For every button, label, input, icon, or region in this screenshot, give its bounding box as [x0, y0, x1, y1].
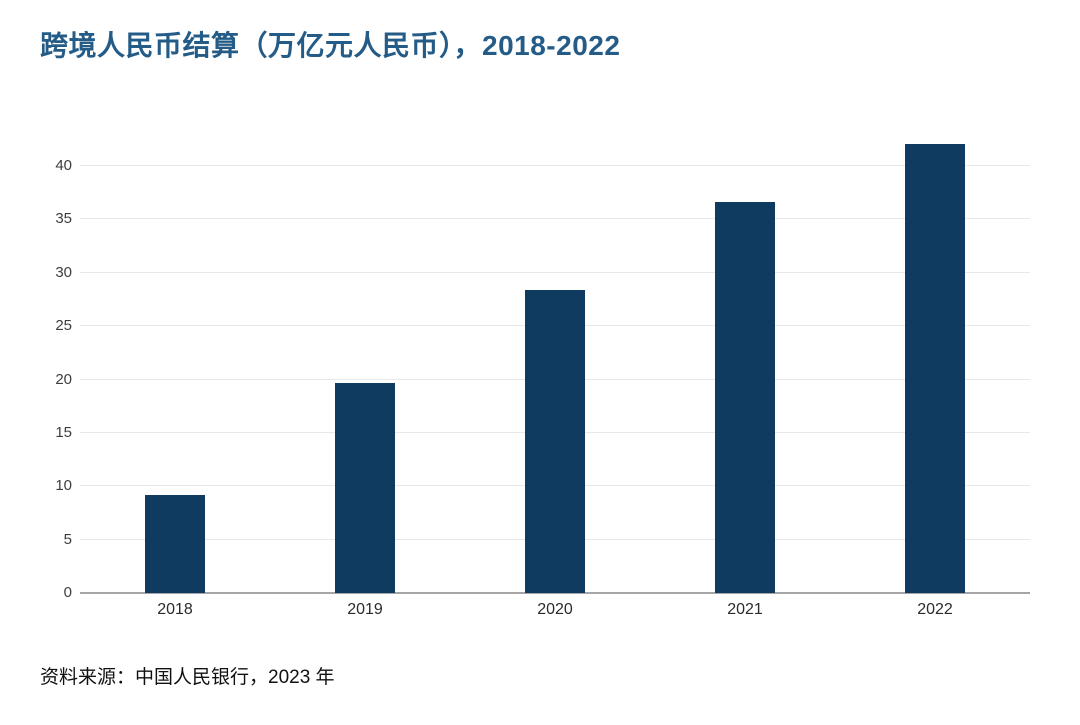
x-tick-label-2020: 2020 [537, 601, 573, 618]
y-tick-label-25: 25 [55, 317, 72, 335]
x-tick-label-2022: 2022 [917, 601, 953, 618]
y-tick-label-10: 10 [55, 477, 72, 495]
bar-2018 [145, 494, 205, 593]
y-tick-label-15: 15 [55, 423, 72, 441]
y-tick-label-20: 20 [55, 370, 72, 388]
y-tick-label-35: 35 [55, 210, 72, 228]
x-tick-label-2019: 2019 [347, 601, 383, 618]
y-tick-label-5: 5 [63, 530, 72, 548]
bar-2022 [905, 143, 965, 593]
y-axis: 0 5 10 15 20 25 30 35 40 [28, 157, 72, 601]
plot-area: 2018 2019 2020 2021 2022 [80, 143, 1030, 618]
y-tick-label-30: 30 [55, 263, 72, 281]
y-tick-label-40: 40 [55, 157, 72, 174]
x-tick-label-2021: 2021 [727, 601, 763, 618]
source-note: 资料来源：中国人民银行，2023 年 [40, 667, 335, 688]
x-tick-label-2018: 2018 [157, 601, 193, 618]
gridline-30 [80, 271, 1030, 273]
bar-2020 [525, 289, 585, 593]
y-tick-label-0: 0 [63, 584, 72, 601]
bar-2021 [715, 202, 775, 593]
x-axis-line [80, 592, 1030, 594]
gridline-35 [80, 218, 1030, 220]
gridline-40 [80, 165, 1030, 166]
bar-2019 [335, 382, 395, 593]
chart-title: 跨境人民币结算（万亿元人民币），2018-2022 [40, 30, 621, 61]
